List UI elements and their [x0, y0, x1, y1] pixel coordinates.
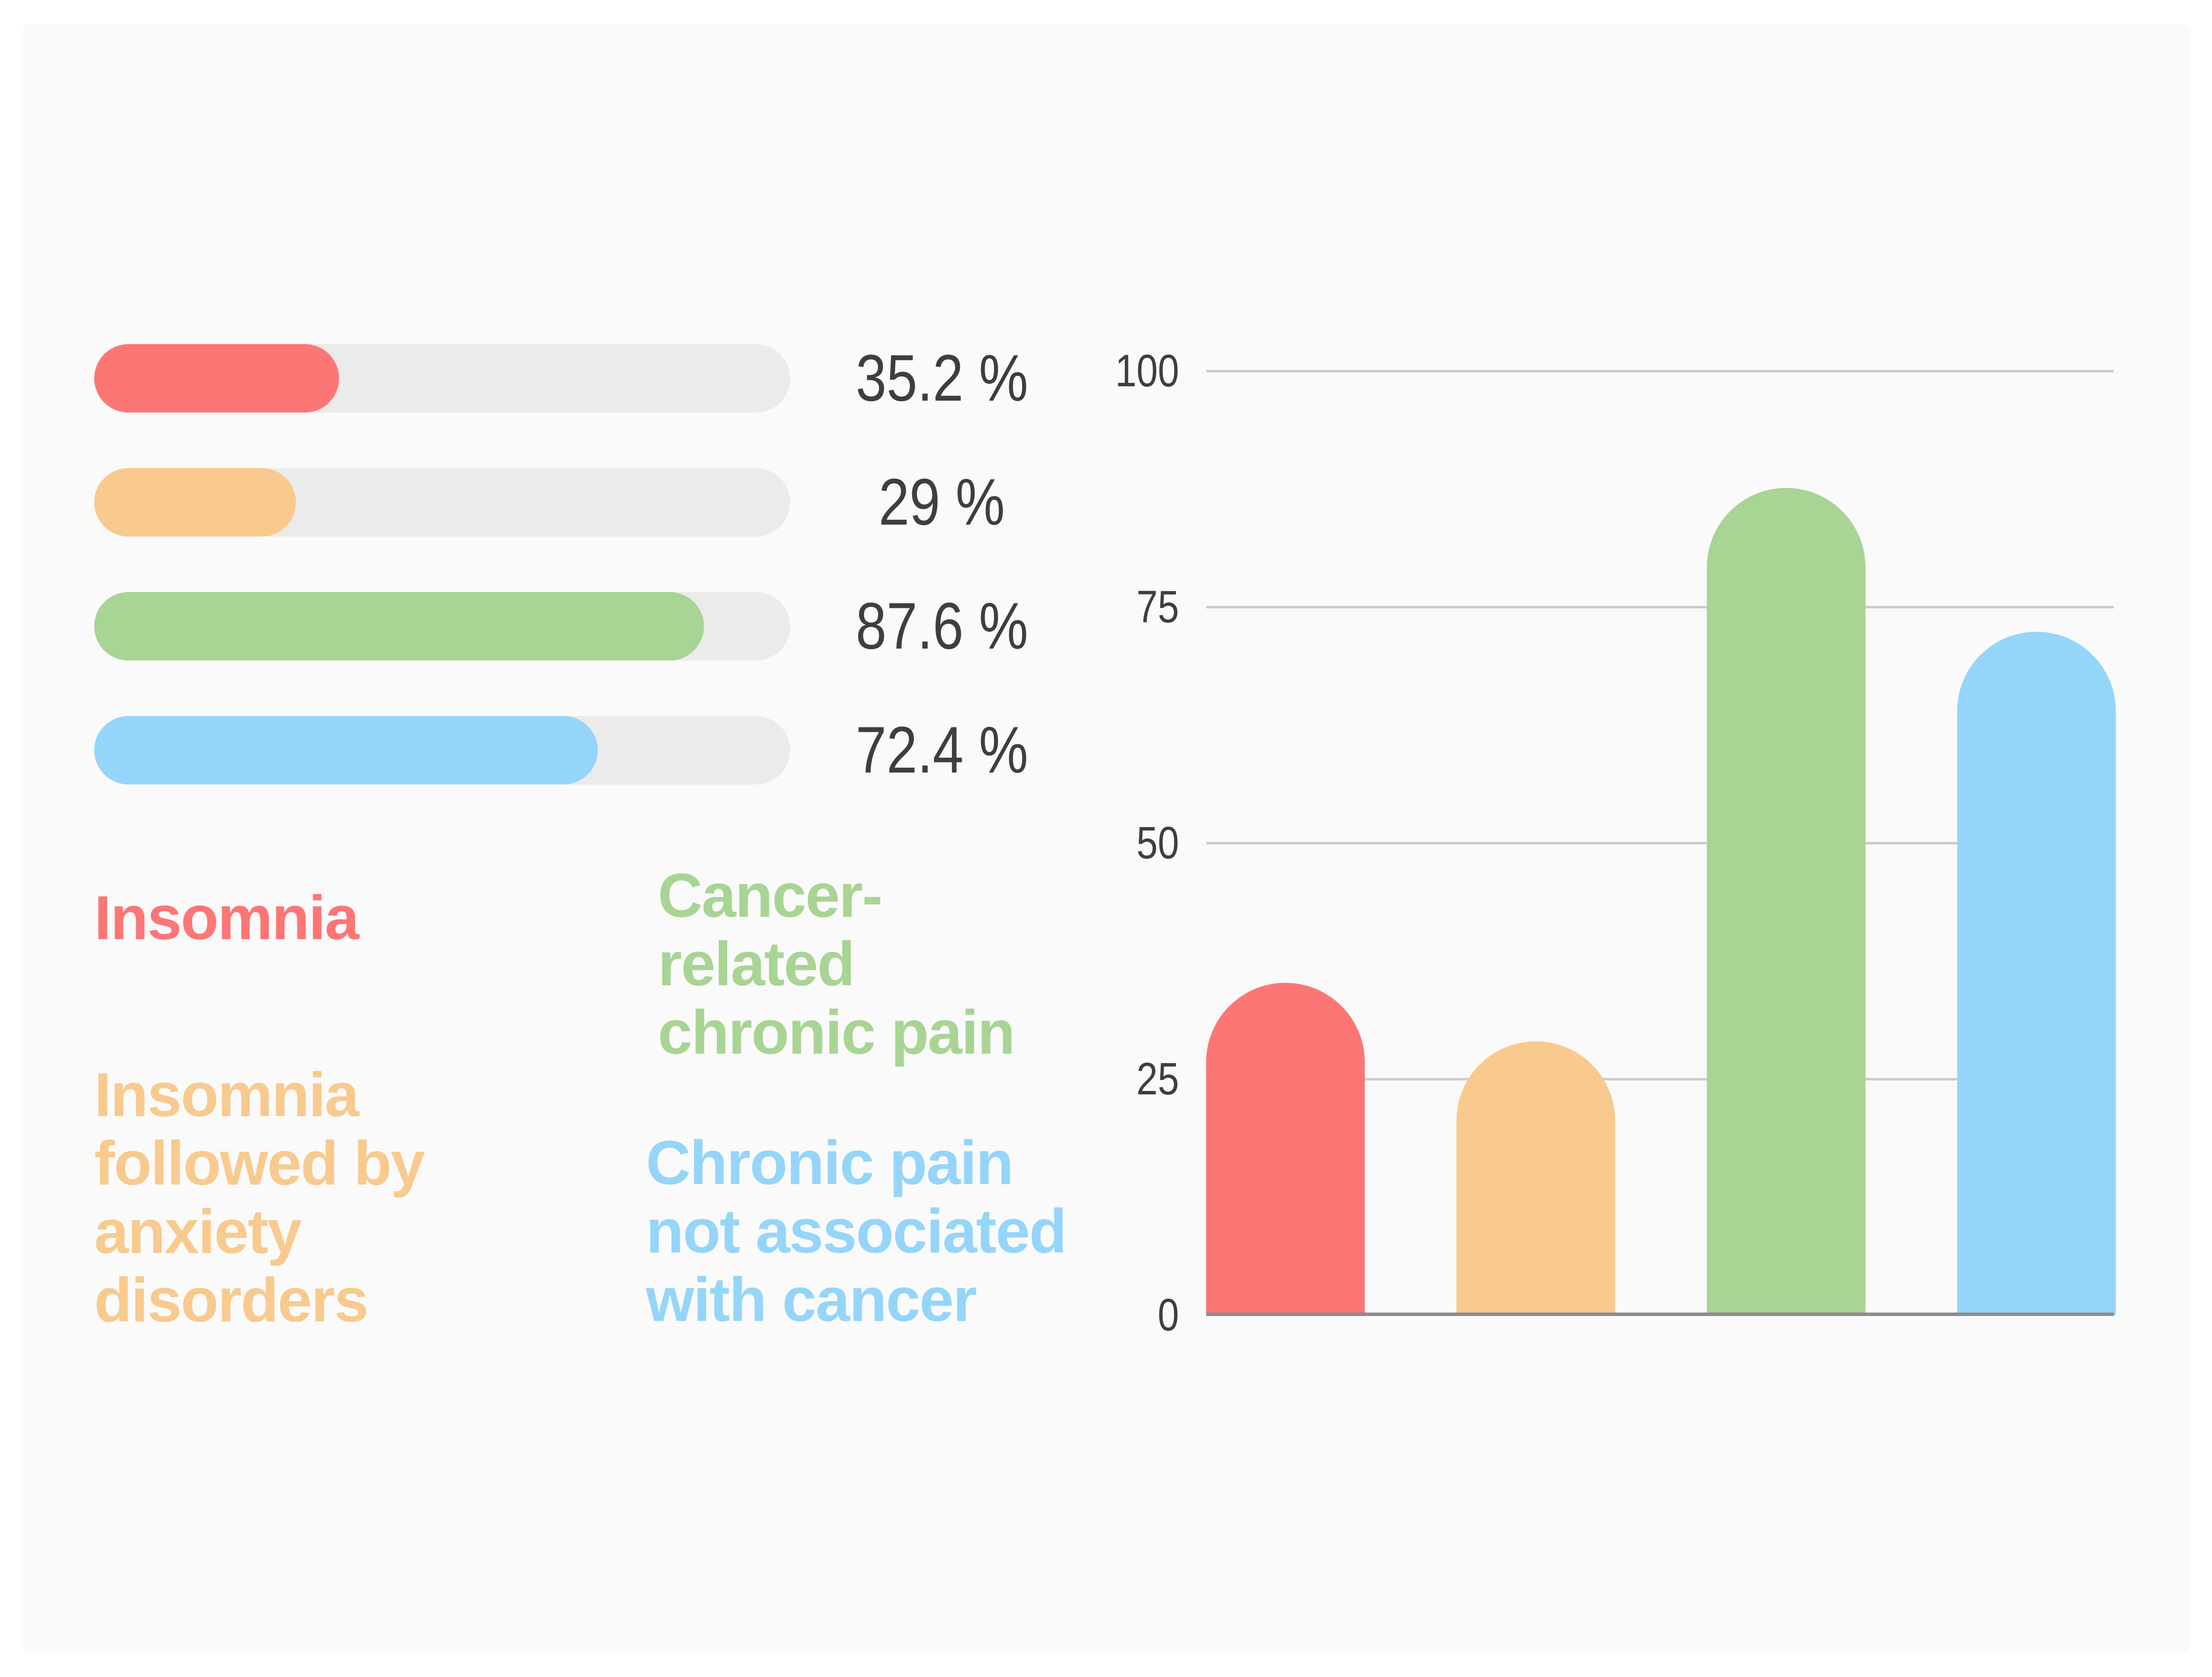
bar-green	[1707, 488, 1865, 1315]
progress-fill-cancer-pain	[94, 592, 704, 660]
bar-orange	[1456, 1041, 1615, 1315]
gridline-75	[1206, 606, 2114, 608]
bar-chart-plot-area	[1206, 370, 2116, 1316]
y-tick-label-0: 0	[1158, 1290, 1179, 1340]
gridline-50	[1206, 842, 2114, 844]
gridline-25	[1206, 1078, 2114, 1080]
legend-insomnia: Insomnia	[94, 884, 359, 953]
percent-label-insomnia-anxiety: 29 %	[878, 466, 1005, 539]
progress-fill-insomnia-anxiety	[94, 468, 296, 537]
bar-blue	[1957, 631, 2116, 1315]
y-tick-label-100: 100	[1115, 346, 1179, 396]
y-tick-label-25: 25	[1136, 1054, 1179, 1104]
progress-track-insomnia	[94, 344, 790, 413]
legend-noncancer-pain: Chronic pain not associated with cancer	[646, 1129, 1067, 1334]
bar-red	[1206, 982, 1365, 1315]
progress-track-noncancer-pain	[94, 716, 790, 784]
progress-track-cancer-pain	[94, 592, 790, 660]
gridline-100	[1206, 370, 2114, 372]
legend-insomnia-anxiety: Insomnia followed by anxiety disorders	[94, 1061, 425, 1335]
progress-fill-insomnia	[94, 344, 340, 413]
progress-track-insomnia-anxiety	[94, 468, 790, 537]
y-tick-label-50: 50	[1136, 818, 1179, 868]
percent-label-noncancer-pain: 72.4 %	[856, 714, 1028, 787]
x-axis-baseline	[1206, 1313, 2114, 1316]
percent-label-cancer-pain: 87.6 %	[856, 590, 1028, 663]
progress-fill-noncancer-pain	[94, 716, 598, 784]
y-tick-label-75: 75	[1136, 582, 1179, 632]
legend-cancer-pain: Cancer- related chronic pain	[658, 861, 1015, 1067]
percent-label-insomnia: 35.2 %	[856, 342, 1028, 415]
